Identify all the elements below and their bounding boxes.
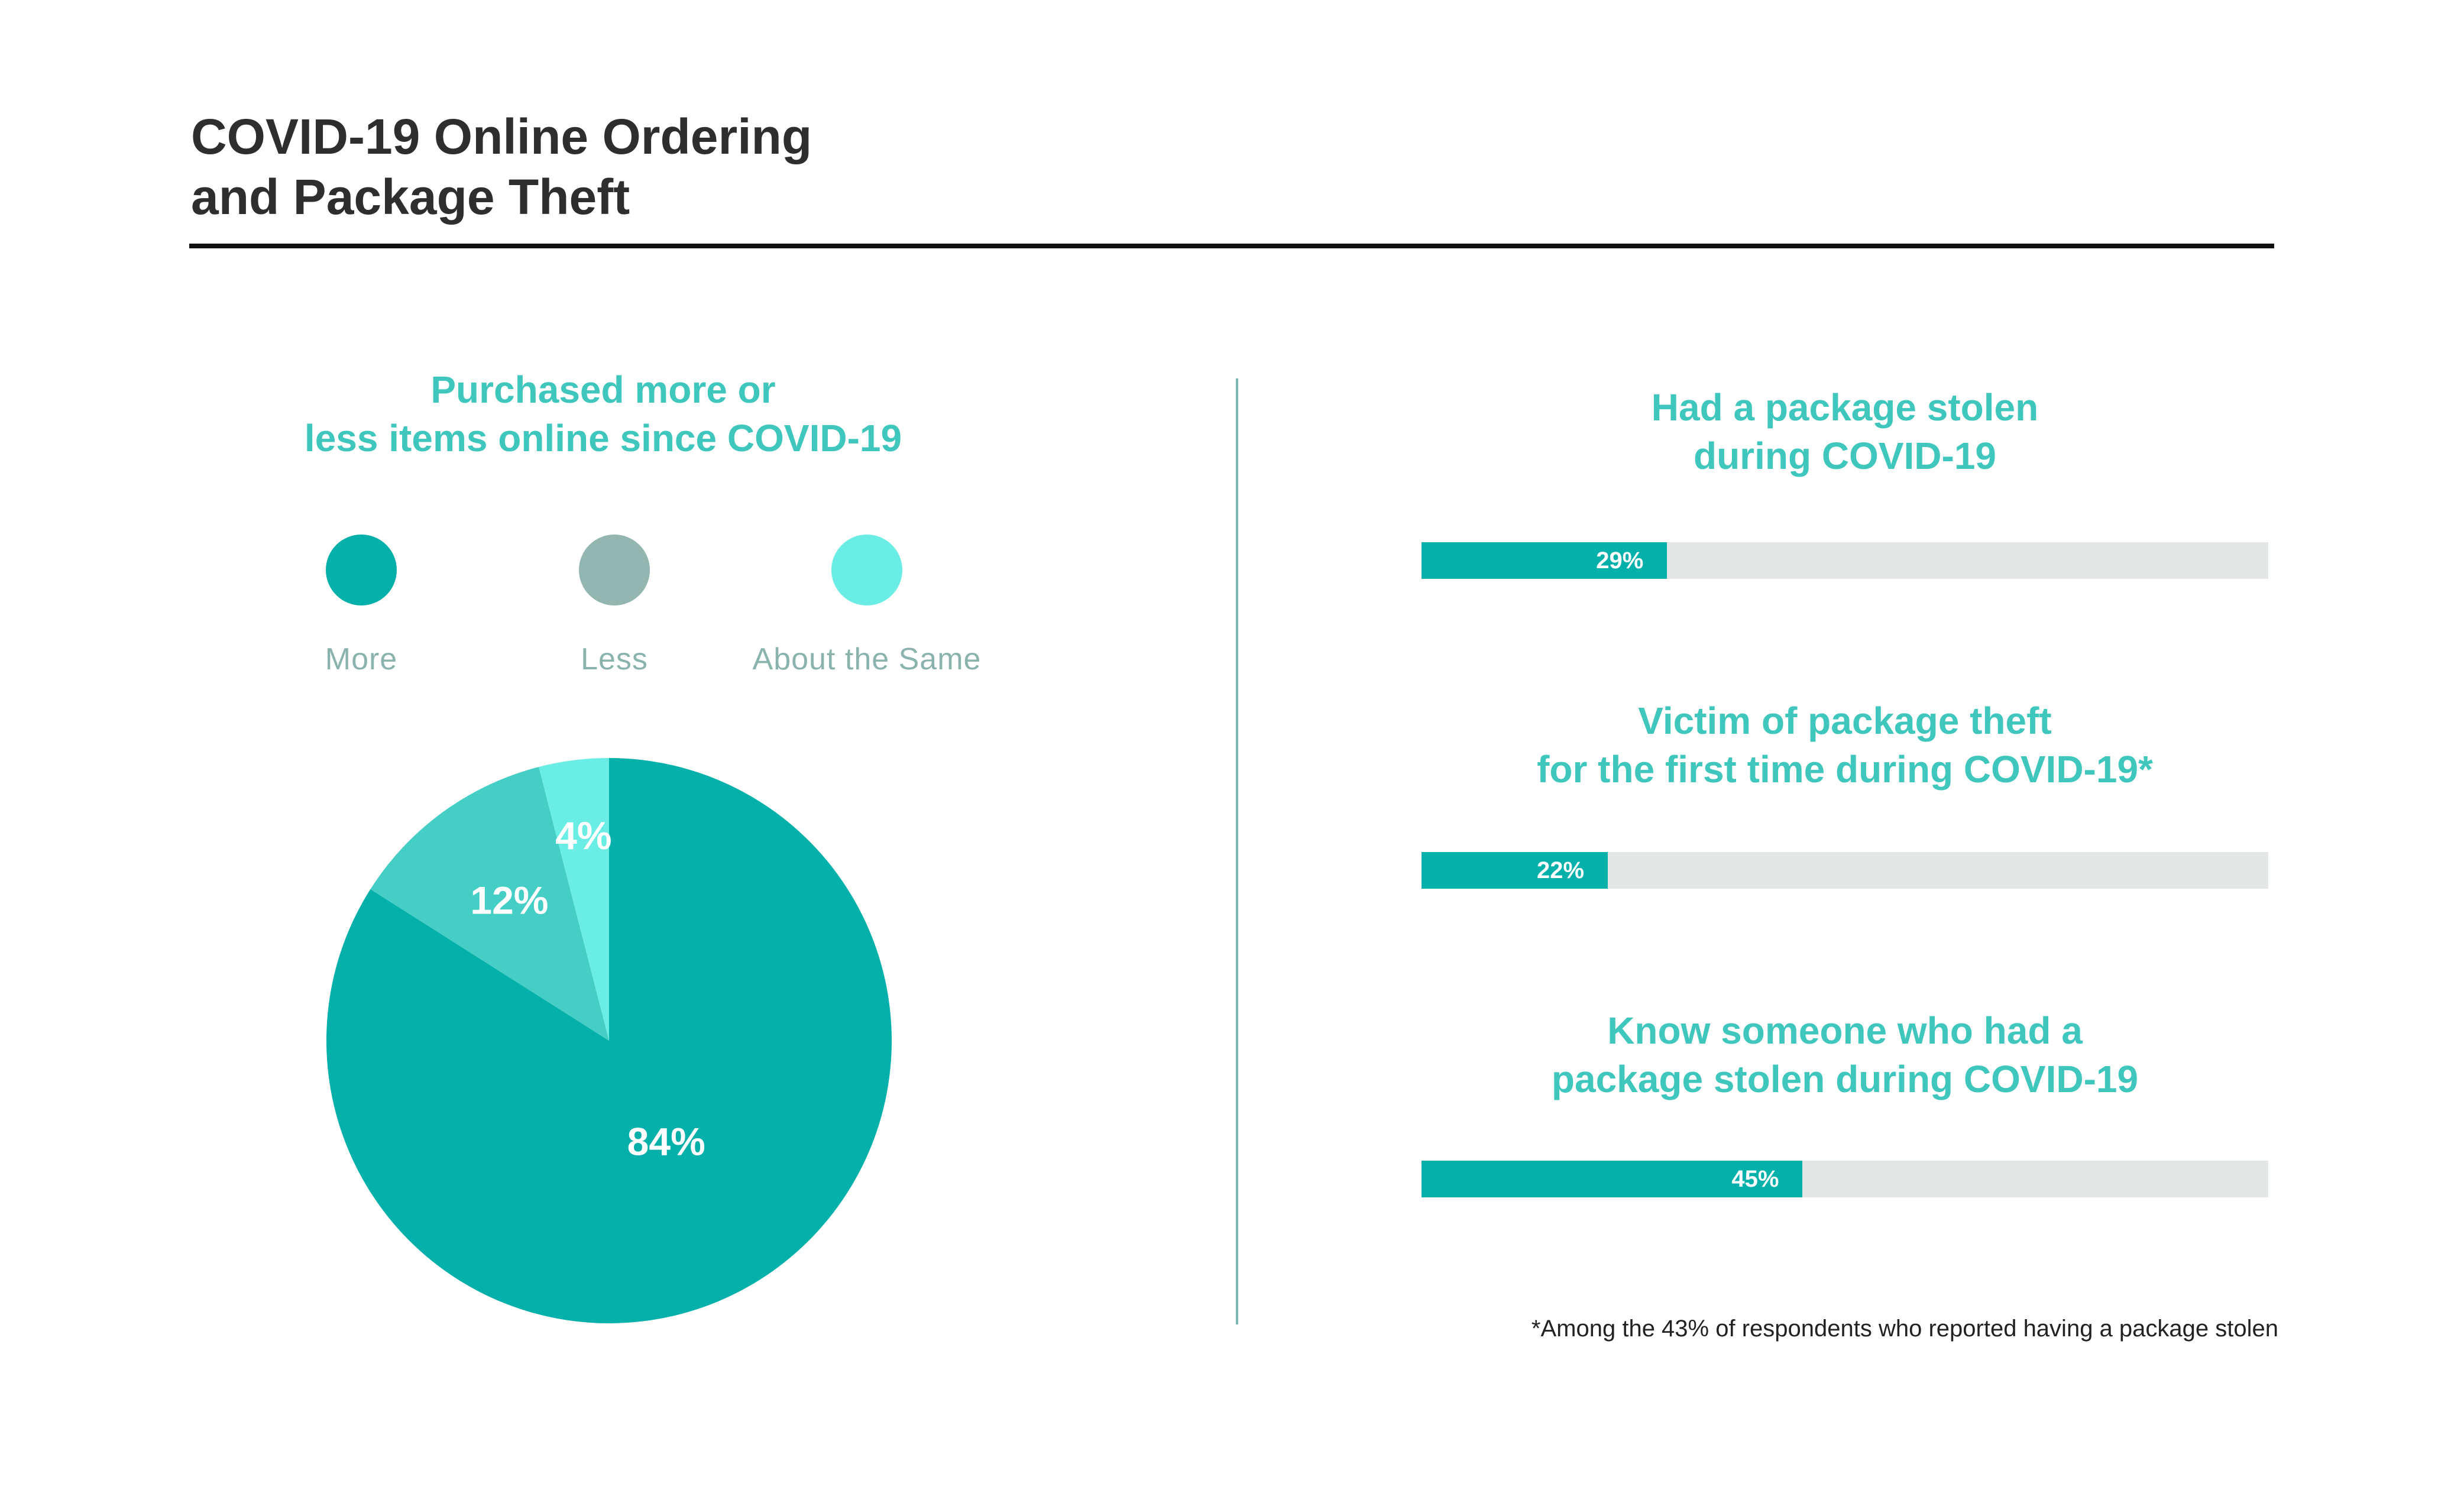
pie-slice-more (326, 758, 892, 1323)
title-underline (189, 244, 2274, 248)
bar-title-line-1: Victim of package theft (1638, 699, 2052, 742)
legend-swatch-more (326, 535, 397, 605)
pie-slice-about-the-same-label: 4% (555, 814, 611, 857)
pie-slice-less-label: 12% (470, 878, 548, 922)
bar-fill-know-someone: 45% (1422, 1161, 1803, 1197)
bar-title-line-1: Know someone who had a (1607, 1009, 2083, 1052)
legend-swatch-less (579, 535, 650, 605)
pie-chart-title: Purchased more or less items online sinc… (225, 365, 982, 462)
bar-track-had-package-stolen: 29% (1422, 542, 2268, 579)
bar-title-victim-first-time: Victim of package theft for the first ti… (1407, 697, 2282, 794)
legend-label-less: Less (581, 642, 648, 676)
page-title-line-1: COVID-19 Online Ordering (191, 109, 812, 164)
footnote: *Among the 43% of respondents who report… (1531, 1316, 2278, 1342)
pie-chart: 84% 12%4% (326, 758, 892, 1323)
pie-slice-about-the-same (539, 758, 609, 1041)
pie-slice-less (370, 767, 609, 1041)
legend-label-more: More (325, 642, 398, 676)
page-title: COVID-19 Online Ordering and Package The… (191, 106, 812, 227)
bar-title-line-1: Had a package stolen (1651, 386, 2039, 429)
bar-title-had-package-stolen: Had a package stolen during COVID-19 (1407, 383, 2282, 480)
bar-title-line-2: during COVID-19 (1693, 435, 1997, 477)
bar-fill-had-package-stolen: 29% (1422, 542, 1668, 579)
bar-title-know-someone: Know someone who had a package stolen du… (1407, 1006, 2282, 1103)
legend-label-about-the-same: About the Same (752, 642, 982, 676)
bar-title-line-2: package stolen during COVID-19 (1551, 1058, 2139, 1100)
bar-title-line-2: for the first time during COVID-19* (1537, 748, 2153, 791)
pie-chart-title-line-1: Purchased more or (430, 368, 776, 411)
legend-swatch-about-the-same (831, 535, 902, 605)
pie-slice-more-label: 84% (627, 1119, 705, 1163)
bar-value-label: 22% (1536, 857, 1585, 883)
bar-track-know-someone: 45% (1422, 1161, 2268, 1197)
pie-chart-title-line-2: less items online since COVID-19 (304, 417, 902, 459)
section-divider (1236, 378, 1238, 1324)
bar-value-label: 29% (1596, 548, 1644, 574)
bar-value-label: 45% (1731, 1166, 1779, 1192)
page-title-line-2: and Package Theft (191, 169, 630, 225)
bar-track-victim-first-time: 22% (1422, 852, 2268, 889)
bar-fill-victim-first-time: 22% (1422, 852, 1608, 889)
